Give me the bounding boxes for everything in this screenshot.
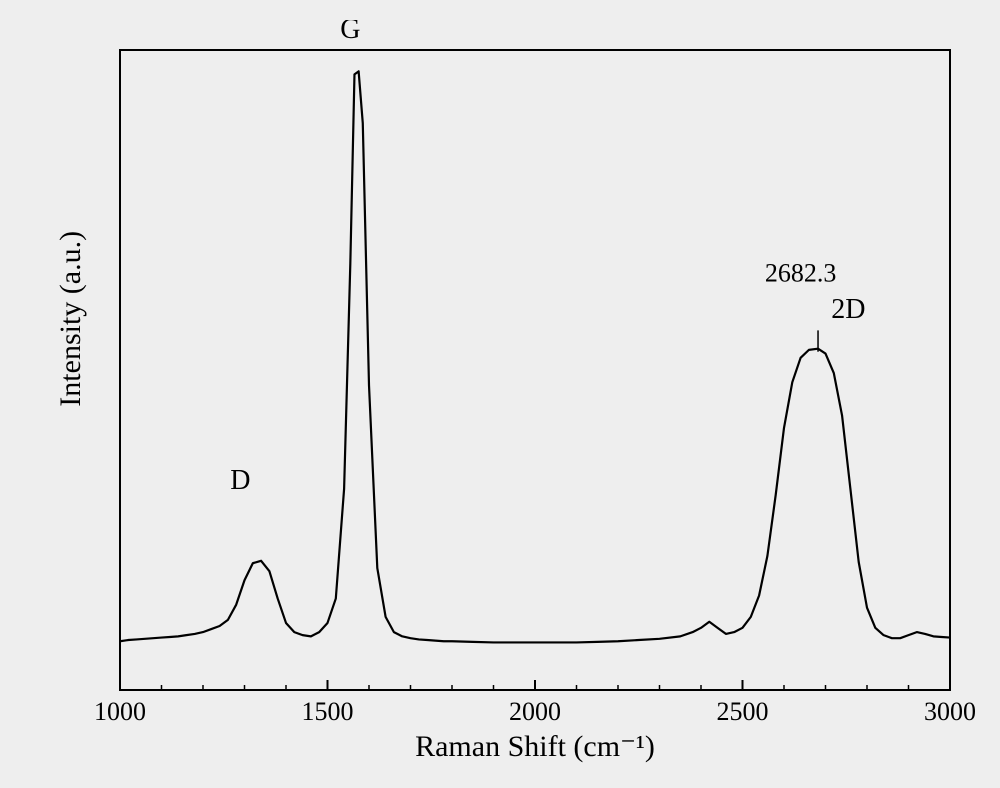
- peak-label-2d: 2D: [831, 294, 865, 325]
- x-axis-label: Raman Shift (cm⁻¹): [415, 730, 655, 763]
- x-tick-label: 2000: [509, 697, 561, 726]
- peak-label-g: G: [340, 20, 360, 45]
- raman-spectrum-chart: 1000 1500 2000 2500 3000 D G 2D 2682.3 Raman Shif…: [20, 20, 980, 768]
- peak-label-d: D: [230, 465, 250, 496]
- peak-value-label: 2682.3: [765, 259, 837, 288]
- chart-svg: 1000 1500 2000 2500 3000 D G 2D 2682.3 Raman Shif…: [20, 20, 980, 768]
- x-tick-label: 3000: [924, 697, 976, 726]
- x-tick-label: 1000: [94, 697, 146, 726]
- x-tick-label: 2500: [717, 697, 769, 726]
- x-tick-label: 1500: [302, 697, 354, 726]
- y-axis-label: Intensity (a.u.): [54, 231, 87, 407]
